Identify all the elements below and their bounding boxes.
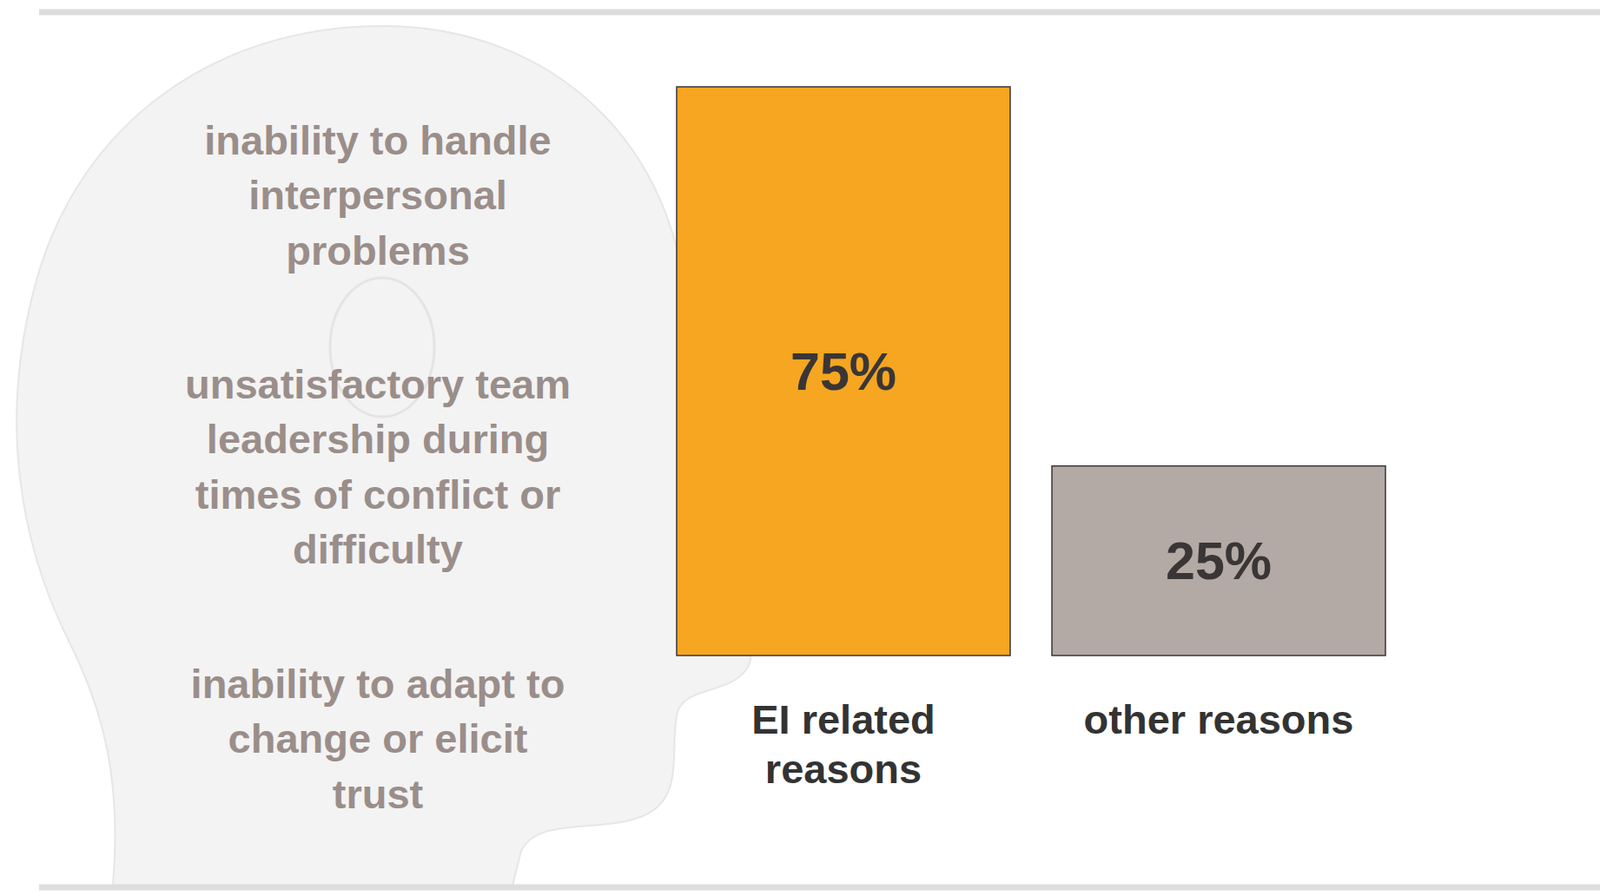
annotation: leadership during: [206, 416, 549, 463]
annotation: problems: [285, 227, 470, 274]
labels: 75% EI relatedreasons 25% other reasons: [751, 342, 1354, 793]
chart: inability to handle interpersonal problems…: [0, 0, 1600, 896]
bar: [1051, 466, 1386, 656]
annotation: difficulty: [292, 526, 463, 573]
data-label: 25%: [1165, 531, 1272, 591]
head-silhouette: [16, 26, 751, 886]
category-label: EI relatedreasons: [751, 696, 936, 793]
annotation: trust: [332, 771, 424, 818]
annotation: inability to handle: [204, 117, 552, 164]
annotation: change or elicit: [228, 715, 529, 762]
data-label: 75%: [790, 342, 897, 402]
annotation: interpersonal: [248, 171, 508, 219]
bars: [676, 86, 1386, 656]
bar: [676, 86, 1011, 656]
category-label: other reasons: [1084, 696, 1355, 743]
annotation: times of conflict or: [195, 471, 561, 518]
annotation: unsatisfactory team: [185, 361, 571, 408]
top-rule: [39, 9, 1600, 16]
annotation: inability to adapt to: [191, 661, 566, 708]
head-decoration: [16, 26, 751, 886]
bottom-rule: [39, 885, 1600, 892]
